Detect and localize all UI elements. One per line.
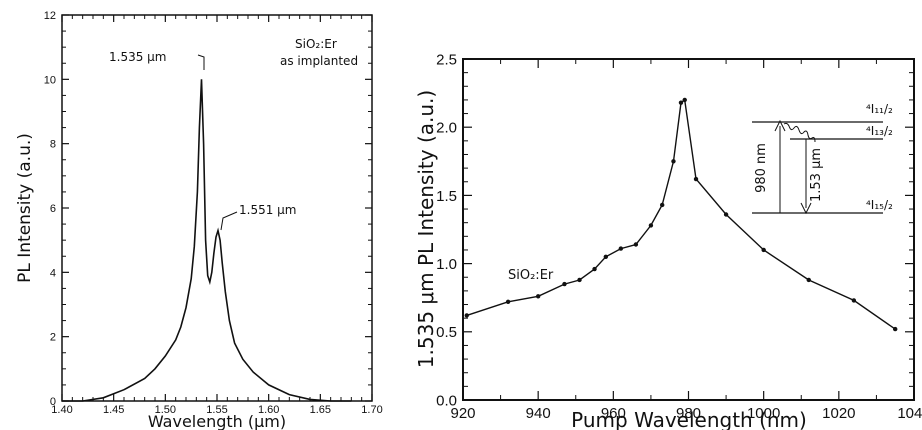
- x-tick-label: 920: [450, 405, 475, 422]
- data-point: [505, 299, 511, 304]
- data-point: [806, 277, 811, 283]
- left-annotation-peak1: 1.535 μm: [109, 50, 167, 64]
- x-tick-label: 940: [526, 405, 551, 422]
- y-tick-label: 1.5: [436, 188, 457, 205]
- y-tick-label: 4: [50, 267, 56, 279]
- data-point: [851, 298, 857, 303]
- x-tick-label: 1000: [747, 405, 780, 422]
- y-tick-label: 6: [50, 203, 56, 215]
- left-annotation-peak1-leader: [197, 54, 205, 70]
- y-tick-label: 2.0: [436, 120, 457, 137]
- data-point: [618, 246, 624, 251]
- data-point: [723, 212, 729, 217]
- y-tick-label: 8: [50, 139, 56, 151]
- x-tick-label: 1.70: [361, 404, 382, 416]
- data-point: [592, 266, 597, 272]
- right-plot-frame: [462, 58, 915, 401]
- data-point: [693, 176, 699, 182]
- x-tick-label: 960: [601, 405, 626, 422]
- y-tick-label: 2: [50, 332, 56, 344]
- level-label-4i13: ⁴I₁₃/₂: [866, 124, 893, 138]
- data-point: [577, 277, 582, 283]
- left-x-axis-label: Wavelength (μm): [148, 412, 286, 430]
- x-tick-label: 980: [676, 405, 701, 422]
- x-tick-label: 1020: [822, 405, 855, 422]
- level-label-4i15: ⁴I₁₅/₂: [866, 198, 893, 212]
- left-annotation-condition: as implanted: [280, 54, 358, 68]
- pump-arrow-head: [774, 119, 786, 132]
- x-tick-label: 1.60: [258, 404, 279, 416]
- y-tick-label: 10: [44, 74, 56, 86]
- data-point: [464, 313, 469, 318]
- y-tick-label: 1.0: [436, 256, 457, 273]
- y-tick-label: 0: [50, 396, 56, 408]
- data-point: [682, 97, 687, 103]
- emission-arrow-head: [800, 202, 812, 215]
- left-ticks: 1.40 1.45 1.50 1.55 1.60 1.65 1.70 0 2 4 6 8 10 12: [44, 10, 383, 416]
- energy-level-inset: 980 nm 1.53 μm ⁴I₁₁/₂ ⁴I₁₃/₂ ⁴I₁₅/₂: [752, 102, 893, 215]
- data-point: [659, 202, 665, 208]
- right-x-axis-label: Pump Wavelength (nm): [571, 408, 807, 430]
- data-point: [678, 100, 684, 105]
- right-y-axis-label: 1.535 μm PL Intensity (a.u.): [414, 90, 438, 368]
- data-point: [603, 254, 609, 259]
- y-tick-label: 2.5: [436, 51, 457, 68]
- x-tick-label: 1.45: [103, 404, 124, 416]
- data-point: [535, 294, 541, 299]
- x-tick-label: 1.65: [310, 404, 331, 416]
- x-tick-label: 1.40: [51, 404, 72, 416]
- right-annotation-sample: SiO₂:Er: [508, 268, 554, 283]
- left-chart: 1.40 1.45 1.50 1.55 1.60 1.65 1.70 0 2 4 6 8 10 12 Wa…: [15, 10, 383, 430]
- data-point: [562, 281, 567, 287]
- emission-label: 1.53 μm: [809, 148, 824, 202]
- y-tick-label: 0.0: [436, 392, 457, 409]
- data-point: [893, 326, 898, 332]
- x-tick-label: 1.55: [206, 404, 227, 416]
- left-annotation-peak2: 1.551 μm: [239, 203, 297, 217]
- left-series-line: [62, 79, 352, 402]
- data-point: [633, 242, 639, 247]
- data-point: [648, 223, 654, 228]
- right-series-line: [466, 98, 896, 330]
- right-series-markers: [464, 97, 898, 332]
- relaxation-wave: [783, 122, 816, 143]
- x-tick-label: 1.50: [155, 404, 176, 416]
- left-y-axis-label: PL Intensity (a.u.): [15, 133, 35, 283]
- data-point: [671, 159, 676, 164]
- y-tick-label: 12: [44, 10, 56, 22]
- left-annotation-peak2-leader: [220, 211, 238, 231]
- pump-label: 980 nm: [754, 143, 769, 193]
- data-point: [761, 247, 766, 253]
- left-plot-frame: [61, 14, 373, 402]
- left-annotation-sample: SiO₂:Er: [295, 37, 337, 51]
- level-label-4i11: ⁴I₁₁/₂: [866, 102, 893, 116]
- y-tick-label: 0.5: [436, 324, 457, 341]
